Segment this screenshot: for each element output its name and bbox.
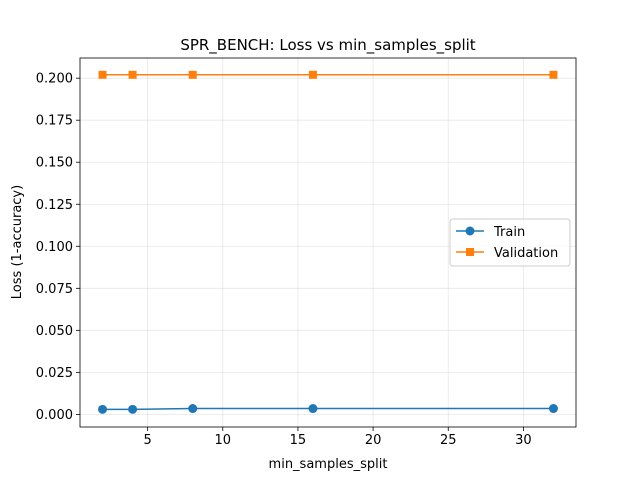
- legend-train-label: Train: [493, 225, 525, 240]
- validation-point: [188, 70, 197, 79]
- y-tick-label: 0.150: [36, 156, 73, 171]
- train-line: [102, 407, 554, 411]
- chart-title: SPR_BENCH: Loss vs min_samples_split: [180, 36, 475, 55]
- x-tick-label: 5: [143, 433, 151, 448]
- legend: Train Validation: [449, 218, 571, 267]
- validation-point: [98, 70, 107, 79]
- x-tick-label: 30: [515, 433, 532, 448]
- legend-validation-marker: [466, 248, 474, 256]
- y-axis-label: Loss (1-accuracy): [10, 185, 25, 299]
- ticks: 5 10 15 20 25 30 0.000 0.025 0.050 0.075 0.100 0.12…: [36, 72, 532, 448]
- x-tick-label: 15: [290, 433, 307, 448]
- y-tick-label: 0.200: [36, 72, 73, 87]
- legend-train-marker: [465, 226, 475, 236]
- validation-point: [128, 70, 137, 79]
- train-point: [308, 404, 318, 414]
- y-tick-label: 0.025: [36, 366, 73, 381]
- train-point: [128, 404, 138, 414]
- legend-validation-label: Validation: [494, 246, 558, 261]
- x-axis-label: min_samples_split: [269, 457, 388, 472]
- y-tick-label: 0.175: [36, 114, 73, 129]
- train-point: [548, 404, 558, 414]
- validation-point: [308, 70, 317, 79]
- y-tick-label: 0.075: [36, 282, 73, 297]
- y-tick-label: 0.125: [36, 198, 73, 213]
- train-point: [98, 404, 108, 414]
- y-tick-label: 0.050: [36, 324, 73, 339]
- x-tick-label: 10: [215, 433, 232, 448]
- train-point: [188, 404, 198, 414]
- axes-frame: [79, 57, 577, 428]
- y-tick-label: 0.100: [36, 240, 73, 255]
- validation-point: [549, 70, 558, 79]
- x-tick-label: 25: [440, 433, 457, 448]
- x-tick-label: 20: [365, 433, 382, 448]
- y-tick-label: 0.000: [36, 408, 73, 423]
- series-layer: [98, 70, 558, 414]
